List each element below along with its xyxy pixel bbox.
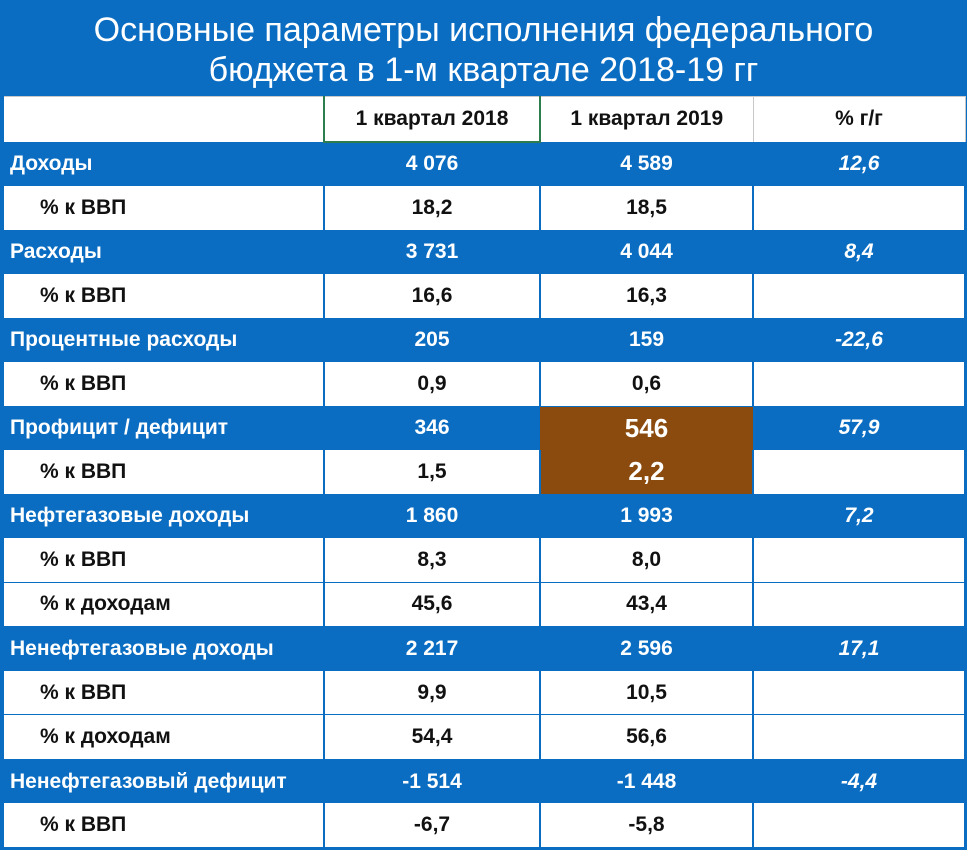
cell-q2018[interactable]: -6,7 xyxy=(324,803,541,849)
cell-yoy[interactable] xyxy=(753,582,966,628)
table-row-oil-gas-share: % к доходам 45,6 43,4 xyxy=(4,582,966,628)
cell-q2019[interactable]: -5,8 xyxy=(540,803,754,849)
cell-q2018[interactable]: 205 xyxy=(324,318,540,363)
row-label[interactable]: Ненефтегазовый дефицит xyxy=(4,759,324,804)
table-row-revenue-gdp: % к ВВП 18,2 18,5 xyxy=(4,186,966,231)
row-label[interactable]: % к ВВП xyxy=(4,362,325,407)
table-row-oil-gas-gdp: % к ВВП 8,3 8,0 xyxy=(4,538,966,583)
cell-q2018[interactable]: 3 731 xyxy=(324,230,540,275)
row-label[interactable]: % к ВВП xyxy=(4,450,325,495)
cell-q2019[interactable]: 10,5 xyxy=(540,670,754,716)
cell-q2018[interactable]: -1 514 xyxy=(324,759,540,804)
cell-yoy[interactable]: -22,6 xyxy=(753,318,965,363)
cell-q2018[interactable]: 2 217 xyxy=(324,626,540,671)
row-label[interactable]: % к ВВП xyxy=(4,803,325,849)
cell-yoy[interactable] xyxy=(753,450,966,495)
table-row-non-oil-gas-deficit-gdp: % к ВВП -6,7 -5,8 xyxy=(4,803,966,849)
row-label[interactable]: Процентные расходы xyxy=(4,318,324,363)
title-line-2: бюджета в 1-м квартале 2018-19 гг xyxy=(208,51,759,89)
cell-q2019[interactable]: 4 589 xyxy=(540,141,753,187)
row-label[interactable]: % к ВВП xyxy=(4,538,325,583)
table-row-non-oil-gas-deficit: Ненефтегазовый дефицит -1 514 -1 448 -4,… xyxy=(4,759,965,804)
row-label[interactable]: % к доходам xyxy=(4,714,325,760)
table-row-non-oil-gas-gdp: % к ВВП 9,9 10,5 xyxy=(4,670,966,716)
cell-yoy[interactable] xyxy=(753,186,966,231)
cell-yoy[interactable] xyxy=(753,670,966,716)
cell-q2018[interactable]: 45,6 xyxy=(324,582,541,628)
cell-q2019[interactable]: 1 993 xyxy=(540,494,753,539)
row-label[interactable]: % к ВВП xyxy=(4,274,325,319)
cell-q2019[interactable]: 56,6 xyxy=(540,714,754,760)
cell-yoy[interactable]: 7,2 xyxy=(753,494,965,539)
cell-q2018[interactable]: 1 860 xyxy=(324,494,540,539)
row-label[interactable]: % к ВВП xyxy=(4,670,325,716)
cell-yoy[interactable]: -4,4 xyxy=(753,759,965,804)
row-label[interactable]: Ненефтегазовые доходы xyxy=(4,626,324,671)
row-label[interactable]: Профицит / дефицит xyxy=(4,406,324,451)
cell-q2019[interactable]: 16,3 xyxy=(540,274,754,319)
cell-q2018[interactable]: 0,9 xyxy=(324,362,541,407)
cell-q2019[interactable]: 0,6 xyxy=(540,362,754,407)
header-cell-q2018[interactable]: 1 квартал 2018 xyxy=(323,95,541,143)
header-cell-q2019[interactable]: 1 квартал 2019 xyxy=(540,95,754,142)
cell-yoy[interactable] xyxy=(753,714,966,760)
cell-q2018[interactable]: 9,9 xyxy=(324,670,541,716)
cell-q2019[interactable]: 18,5 xyxy=(540,186,754,231)
cell-yoy[interactable] xyxy=(753,538,966,583)
header-cell-label[interactable] xyxy=(4,95,325,142)
header-cell-yoy[interactable]: % г/г xyxy=(753,95,966,142)
cell-q2018[interactable]: 16,6 xyxy=(324,274,541,319)
table-row-interest: Процентные расходы 205 159 -22,6 xyxy=(4,318,965,363)
cell-q2018[interactable]: 8,3 xyxy=(324,538,541,583)
cell-q2018[interactable]: 54,4 xyxy=(324,714,541,760)
cell-q2018[interactable]: 346 xyxy=(324,406,540,451)
table-row-non-oil-gas-revenue: Ненефтегазовые доходы 2 217 2 596 17,1 xyxy=(4,626,965,671)
table-row-oil-gas-revenue: Нефтегазовые доходы 1 860 1 993 7,2 xyxy=(4,494,965,539)
budget-table: 1 квартал 2018 1 квартал 2019 % г/г Дохо… xyxy=(4,95,966,849)
cell-q2019[interactable]: 159 xyxy=(540,318,753,363)
cell-q2019[interactable]: 8,0 xyxy=(540,538,754,583)
cell-q2018[interactable]: 4 076 xyxy=(324,141,540,187)
cell-yoy[interactable] xyxy=(753,362,966,407)
row-label[interactable]: Нефтегазовые доходы xyxy=(4,494,324,539)
cell-q2019[interactable]: 2 596 xyxy=(540,626,753,671)
cell-q2018[interactable]: 18,2 xyxy=(324,186,541,231)
cell-yoy[interactable]: 57,9 xyxy=(753,406,965,451)
cell-yoy[interactable]: 12,6 xyxy=(753,141,965,187)
row-label[interactable]: Доходы xyxy=(4,141,324,187)
table-row-interest-gdp: % к ВВП 0,9 0,6 xyxy=(4,362,966,407)
cell-yoy[interactable]: 17,1 xyxy=(753,626,965,671)
table-header-row: 1 квартал 2018 1 квартал 2019 % г/г xyxy=(4,95,966,143)
row-label[interactable]: % к доходам xyxy=(4,582,325,628)
cell-q2019-highlight[interactable]: 546 xyxy=(540,406,753,451)
table-row-balance-gdp: % к ВВП 1,5 2,2 xyxy=(4,450,966,495)
page-title: Основные параметры исполнения федерально… xyxy=(0,0,967,96)
cell-yoy[interactable] xyxy=(753,803,966,849)
cell-yoy[interactable] xyxy=(753,274,966,319)
table-row-revenue: Доходы 4 076 4 589 12,6 xyxy=(4,141,965,187)
row-label[interactable]: Расходы xyxy=(4,230,324,275)
cell-q2019[interactable]: 4 044 xyxy=(540,230,753,275)
table-row-expenses-gdp: % к ВВП 16,6 16,3 xyxy=(4,274,966,319)
cell-q2019-highlight[interactable]: 2,2 xyxy=(540,450,754,495)
row-label[interactable]: % к ВВП xyxy=(4,186,325,231)
cell-yoy[interactable]: 8,4 xyxy=(753,230,965,275)
cell-q2018[interactable]: 1,5 xyxy=(324,450,541,495)
cell-q2019[interactable]: 43,4 xyxy=(540,582,754,628)
title-line-1: Основные параметры исполнения федерально… xyxy=(93,11,874,49)
cell-q2019[interactable]: -1 448 xyxy=(540,759,753,804)
table-row-expenses: Расходы 3 731 4 044 8,4 xyxy=(4,230,965,275)
table-row-balance: Профицит / дефицит 346 546 57,9 xyxy=(4,406,965,451)
table-row-non-oil-gas-share: % к доходам 54,4 56,6 xyxy=(4,714,966,760)
